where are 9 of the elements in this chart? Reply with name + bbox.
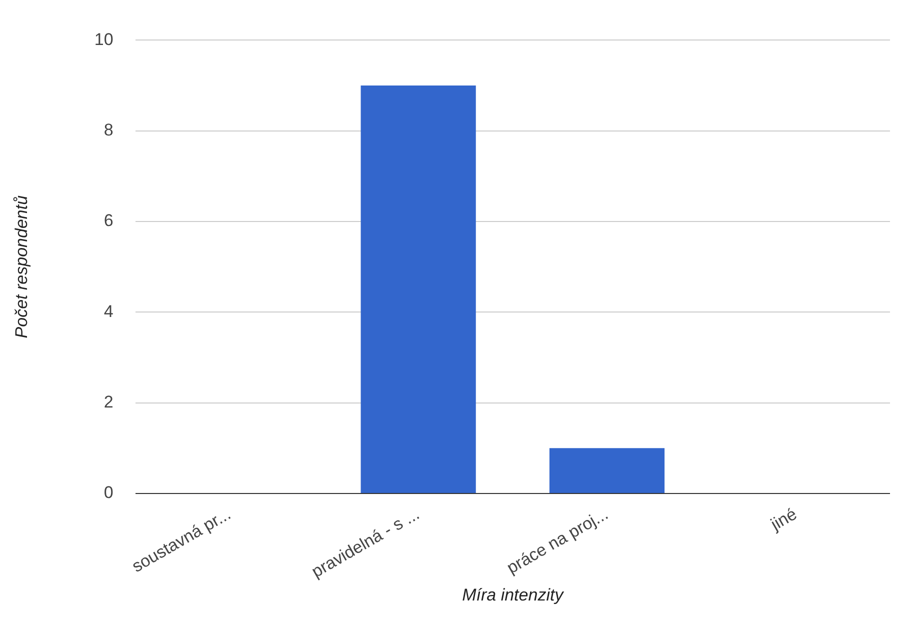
y-tick-label: 8 [104,120,114,140]
y-tick-label: 6 [104,211,114,230]
y-tick-label: 2 [104,392,114,412]
x-tick-label: jiné [766,504,800,535]
y-tick-label: 0 [104,483,114,502]
x-axis-title: Míra intenzity [462,586,565,605]
y-axis-title: Počet respondentů [12,194,31,338]
y-tick-label: 4 [104,302,114,321]
y-tick-label: 10 [94,30,114,49]
